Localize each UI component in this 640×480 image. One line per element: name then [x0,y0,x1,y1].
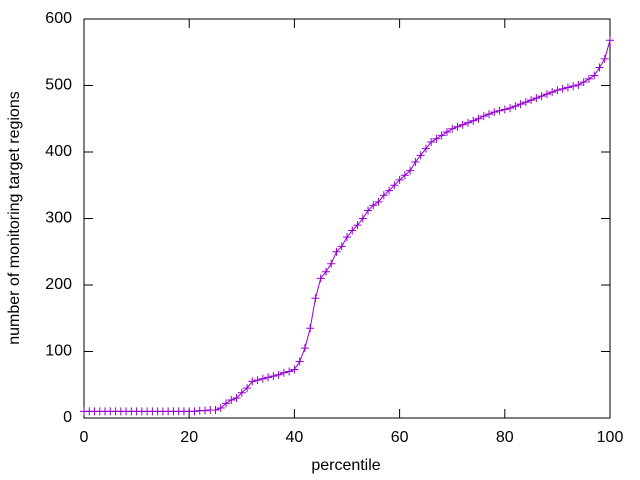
data-point [421,144,430,153]
data-point [579,78,588,87]
data-point [563,83,572,92]
y-tick-label: 0 [63,409,72,426]
data-point [290,365,299,374]
plot-border [83,18,611,419]
data-point [395,175,404,184]
data-point [269,372,278,381]
data-point [574,80,583,89]
data-point [506,104,515,113]
data-point [327,259,336,268]
data-point [248,377,257,386]
data-point [474,114,483,123]
data-point [374,197,383,206]
data-point [437,131,446,140]
data-point [406,166,415,175]
x-tick-label: 20 [180,429,198,446]
data-point [411,157,420,166]
data-line [84,40,611,412]
data-point [285,367,294,376]
data-point [321,267,330,276]
data-point [295,357,304,366]
y-tick-label: 100 [45,343,72,360]
data-point [584,74,593,83]
y-tick-label: 600 [45,10,72,27]
data-point [369,201,378,210]
data-point [500,105,509,114]
data-point [595,63,604,72]
x-tick-label: 80 [496,429,514,446]
data-point [521,98,530,107]
data-point [337,242,346,251]
x-tick-label: 60 [391,429,409,446]
data-point [200,406,209,415]
data-point [606,36,614,45]
data-point [379,191,388,200]
data-point [569,82,578,91]
x-tick-label: 0 [80,429,89,446]
data-point [432,134,441,143]
data-point [216,404,225,413]
data-point [479,112,488,121]
data-point [527,96,536,105]
data-point [258,374,267,383]
data-point [511,102,520,111]
data-point [548,88,557,97]
data-point [211,406,220,415]
data-point [469,116,478,125]
data-point [243,384,252,393]
data-point [353,221,362,230]
data-point [274,370,283,379]
data-point [343,233,351,242]
data-point [590,71,599,80]
data-point [490,108,499,117]
data-point [332,247,341,256]
data-point [416,151,425,160]
data-point [306,324,315,333]
data-point [316,274,325,283]
data-point [532,94,541,103]
data-point [485,110,494,119]
data-point [227,396,236,405]
data-point [364,206,373,215]
data-point [458,120,467,129]
data-point [358,214,367,223]
data-point [558,84,567,93]
x-tick-label: 40 [286,429,304,446]
data-point [385,186,394,195]
data-point [516,100,525,109]
data-point [453,122,462,131]
data-point [442,128,451,137]
data-point [495,106,504,115]
y-tick-label: 400 [45,143,72,160]
data-point [253,376,262,385]
x-axis-label: percentile [311,457,380,474]
data-point [300,344,309,353]
data-point [222,399,231,408]
data-point [400,171,409,180]
data-point [463,118,472,127]
data-point [237,388,246,397]
data-point [190,407,199,416]
x-tick-label: 100 [597,429,624,446]
data-point [390,181,399,190]
data-point [448,124,457,133]
y-tick-label: 300 [45,210,72,227]
data-point [232,394,241,403]
data-point [537,92,546,101]
data-point [279,368,288,377]
data-point [542,90,551,99]
data-point [553,86,562,95]
y-axis-label: number of monitoring target regions [6,91,23,344]
data-point [600,54,609,63]
data-point [427,138,436,147]
data-point [348,226,357,235]
data-point [264,373,273,382]
data-point [311,294,320,303]
y-tick-label: 200 [45,276,72,293]
y-tick-label: 500 [45,77,72,94]
